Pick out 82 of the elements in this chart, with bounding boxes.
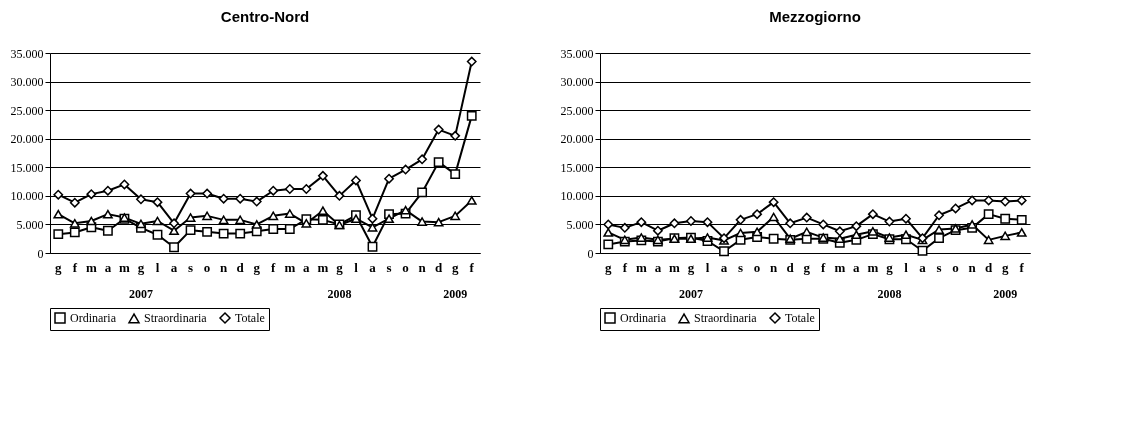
x-tick-label: f	[72, 259, 78, 275]
x-tick-label: a	[720, 259, 728, 275]
y-tick-label: 10.000	[560, 189, 594, 204]
x-tick-label: l	[354, 259, 359, 275]
y-tick-label: 35.000	[10, 46, 44, 61]
y-tick-label: 20.000	[10, 132, 44, 147]
y-tick-label: 0	[587, 246, 594, 261]
x-tick-label: g	[451, 259, 459, 275]
x-tick-label: m	[317, 259, 329, 275]
x-tick-label: m	[635, 259, 647, 275]
x-tick-label: f	[271, 259, 277, 275]
x-tick-label: n	[770, 259, 779, 275]
text: 2007	[678, 287, 703, 301]
x-tick-label: a	[919, 259, 927, 275]
chart-title: Mezzogiorno	[769, 8, 861, 25]
y-tick-label: 25.000	[10, 103, 44, 118]
x-tick-label: o	[402, 259, 409, 275]
x-tick-label: g	[1001, 259, 1009, 275]
x-tick-label: f	[622, 259, 628, 275]
y-tick-label: 5.000	[566, 217, 594, 232]
legend-label: Straordinaria	[144, 311, 208, 326]
x-tick-label: a	[369, 259, 377, 275]
x-tick-label: o	[753, 259, 761, 275]
text: 2009	[443, 287, 468, 301]
text: 2008	[327, 287, 352, 301]
x-tick-label: o	[952, 259, 959, 275]
x-tick-label: g	[687, 259, 695, 275]
y-tick-label: 25.000	[560, 103, 594, 118]
x-tick-label: a	[170, 259, 178, 275]
legend-label: Totale	[235, 311, 265, 325]
legend-label: Ordinaria	[620, 311, 667, 325]
x-tick-label: a	[303, 259, 311, 275]
x-tick-label: n	[220, 259, 229, 275]
text: 2007	[128, 287, 153, 301]
x-tick-label: m	[284, 259, 296, 275]
x-tick-label: d	[786, 259, 795, 275]
y-tick-label: 15.000	[10, 160, 44, 175]
x-tick-label: g	[886, 259, 894, 275]
y-tick-label: 15.000	[560, 160, 594, 175]
x-tick-label: m	[834, 259, 846, 275]
y-tick-label: 30.000	[10, 75, 44, 90]
y-tick-label: 35.000	[560, 46, 594, 61]
x-tick-label: m	[85, 259, 97, 275]
x-tick-label: d	[236, 259, 245, 275]
x-tick-label: a	[104, 259, 112, 275]
x-tick-label: d	[435, 259, 444, 275]
x-tick-label: m	[669, 259, 680, 275]
x-tick-label: g	[137, 259, 145, 275]
legend-label: Totale	[785, 311, 815, 325]
x-tick-label: l	[904, 259, 909, 275]
y-tick-label: 0	[37, 246, 44, 261]
y-tick-label: 30.000	[560, 75, 594, 90]
x-tick-label: a	[654, 259, 662, 275]
x-tick-label: f	[821, 259, 827, 275]
x-tick-label: n	[418, 259, 427, 275]
x-tick-label: m	[867, 259, 879, 275]
x-tick-label: m	[119, 259, 130, 275]
x-tick-label: f	[469, 259, 475, 275]
x-tick-label: g	[605, 259, 613, 275]
text: 2008	[877, 287, 902, 301]
x-tick-label: f	[1019, 259, 1025, 275]
x-tick-label: g	[803, 259, 811, 275]
y-tick-label: 10.000	[10, 189, 44, 204]
x-tick-label: l	[705, 259, 710, 275]
x-tick-label: g	[336, 259, 344, 275]
legend-label: Straordinaria	[694, 311, 758, 326]
y-tick-label: 20.000	[560, 132, 594, 147]
x-tick-label: d	[985, 259, 994, 275]
y-tick-label: 5.000	[16, 217, 44, 232]
x-tick-label: n	[968, 259, 977, 275]
x-tick-label: g	[253, 259, 261, 275]
x-tick-label: s	[738, 259, 744, 275]
x-tick-label: o	[203, 259, 211, 275]
x-tick-label: a	[853, 259, 861, 275]
x-tick-label: s	[188, 259, 194, 275]
legend-label: Ordinaria	[70, 311, 117, 325]
text: 2009	[993, 287, 1018, 301]
x-tick-label: s	[386, 259, 392, 275]
x-tick-label: l	[155, 259, 160, 275]
x-tick-label: g	[55, 259, 63, 275]
chart-title: Centro-Nord	[220, 8, 310, 25]
x-tick-label: s	[936, 259, 942, 275]
